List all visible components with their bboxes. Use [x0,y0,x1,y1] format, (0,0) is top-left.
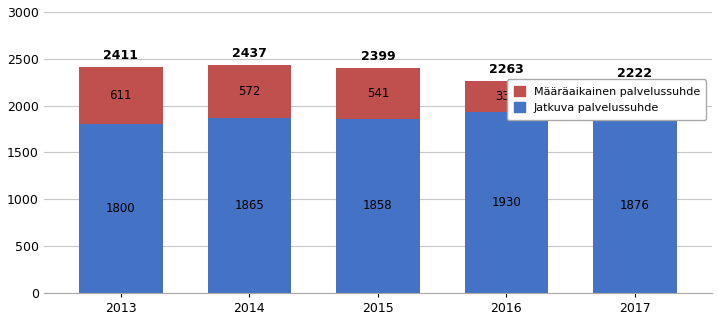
Text: 1865: 1865 [234,199,264,212]
Bar [336,119,420,293]
Text: 2222: 2222 [618,67,652,80]
Legend: Määräaikainen palvelussuhde, Jatkuva palvelussuhde: Määräaikainen palvelussuhde, Jatkuva pal… [507,79,707,120]
Text: 1800: 1800 [106,202,136,215]
Bar [208,118,291,293]
Bar [208,65,291,118]
Bar [593,85,677,117]
Bar [464,112,548,293]
Text: 611: 611 [109,89,132,102]
Text: 1858: 1858 [363,200,393,213]
Text: 1876: 1876 [620,199,650,212]
Text: 572: 572 [238,85,260,98]
Text: 2263: 2263 [489,63,523,76]
Bar [336,68,420,119]
Text: 2399: 2399 [360,50,395,63]
Text: 1930: 1930 [492,196,521,209]
Bar [593,117,677,293]
Text: 346: 346 [624,95,646,108]
Bar [464,81,548,112]
Bar [79,67,162,124]
Text: 2411: 2411 [104,49,138,62]
Text: 333: 333 [495,90,518,103]
Bar [79,124,162,293]
Text: 2437: 2437 [232,47,267,60]
Text: 541: 541 [367,87,389,100]
